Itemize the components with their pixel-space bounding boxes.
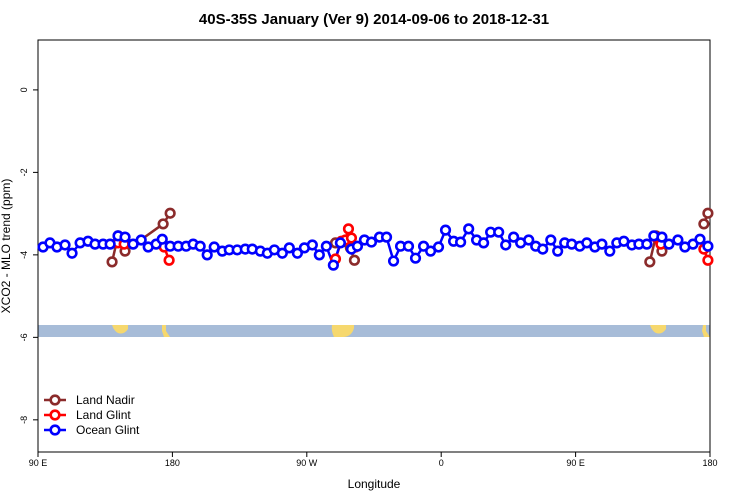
- point: [306, 239, 318, 251]
- point: [334, 237, 347, 249]
- point: [365, 236, 378, 248]
- point: [508, 231, 520, 243]
- point: [417, 240, 430, 252]
- point: [157, 218, 169, 230]
- x-tick-label: 180: [165, 458, 180, 468]
- y-tick-label: 0: [19, 87, 29, 92]
- point: [342, 223, 355, 235]
- point: [351, 240, 364, 252]
- x-tick-label: 180: [702, 458, 717, 468]
- point: [663, 238, 675, 250]
- point: [402, 240, 415, 252]
- point: [493, 226, 505, 238]
- point: [201, 249, 213, 261]
- x-tick-label: 90 E: [566, 458, 585, 468]
- point: [552, 245, 564, 257]
- point: [702, 207, 714, 219]
- legend-marker: [49, 394, 61, 406]
- point: [672, 234, 684, 246]
- point: [409, 252, 422, 264]
- point: [327, 259, 339, 271]
- legend-marker: [49, 424, 61, 436]
- point: [500, 239, 512, 251]
- point: [702, 254, 714, 266]
- point: [66, 247, 78, 259]
- series-line: [110, 212, 710, 263]
- map-strip: [38, 325, 710, 337]
- point: [537, 243, 549, 255]
- point: [698, 218, 710, 230]
- point: [596, 238, 608, 250]
- point: [478, 237, 490, 249]
- point: [135, 234, 147, 246]
- point: [380, 231, 393, 243]
- point: [119, 231, 131, 243]
- legend-label: Land Nadir: [76, 393, 135, 407]
- legend-marker: [49, 409, 61, 421]
- y-tick-label: -6: [19, 333, 29, 341]
- point: [348, 254, 361, 266]
- point: [432, 241, 445, 253]
- point: [291, 247, 303, 259]
- point: [387, 255, 400, 267]
- point: [313, 249, 325, 261]
- point: [455, 236, 467, 248]
- x-tick-label: 90 E: [29, 458, 48, 468]
- y-tick-label: -2: [19, 168, 29, 176]
- point: [276, 247, 288, 259]
- x-tick-label: 90 W: [296, 458, 318, 468]
- point: [106, 256, 118, 268]
- x-tick-label: 0: [439, 458, 444, 468]
- point: [702, 240, 714, 252]
- point: [687, 238, 699, 250]
- point: [604, 245, 616, 257]
- point: [156, 233, 168, 245]
- point: [656, 231, 668, 243]
- point: [283, 242, 295, 254]
- point: [163, 254, 175, 266]
- legend-label: Ocean Glint: [76, 423, 140, 437]
- point: [644, 256, 656, 268]
- point: [194, 240, 206, 252]
- point: [104, 238, 116, 250]
- point: [439, 224, 452, 236]
- x-axis-label: Longitude: [348, 477, 401, 491]
- y-tick-label: -8: [19, 416, 29, 424]
- land-blobs: [112, 325, 710, 337]
- y-tick-label: -4: [19, 251, 29, 259]
- point: [463, 223, 475, 235]
- point: [320, 240, 332, 252]
- point: [545, 234, 557, 246]
- point: [164, 207, 176, 219]
- legend-label: Land Glint: [76, 408, 131, 422]
- point: [641, 238, 653, 250]
- point: [345, 232, 358, 244]
- chart-title: 40S-35S January (Ver 9) 2014-09-06 to 20…: [199, 11, 549, 28]
- y-axis-label: XCO2 - MLO trend (ppm): [0, 179, 13, 314]
- point: [523, 234, 535, 246]
- point: [59, 239, 71, 251]
- point: [694, 233, 706, 245]
